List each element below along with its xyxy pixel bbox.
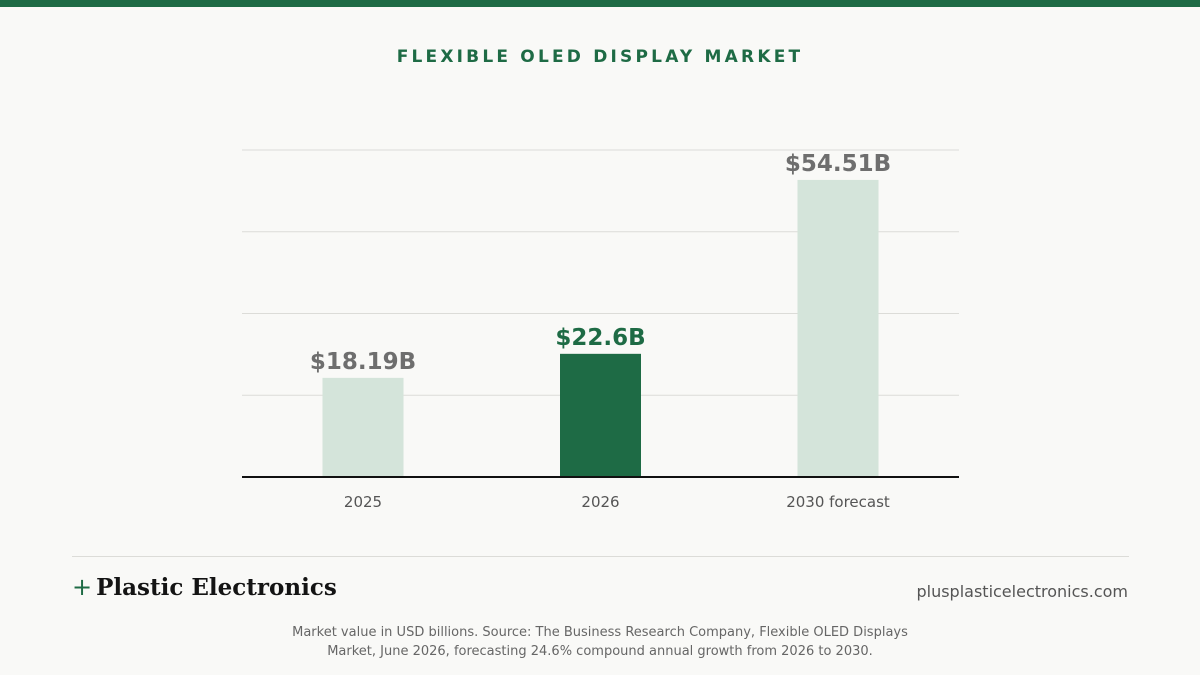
value-labels: $18.19B $22.6B $54.51B: [310, 151, 891, 375]
value-label: $54.51B: [785, 151, 891, 177]
bar-chart: $18.19B $22.6B $54.51B 2025 2026 2030 foreca…: [242, 149, 959, 511]
bar-2025: [322, 377, 404, 477]
footer-divider: [72, 556, 1129, 557]
brand-url: plusplasticelectronics.com: [916, 582, 1128, 601]
bars: [322, 179, 879, 477]
x-tick-labels: 2025 2026 2030 forecast: [344, 493, 890, 511]
chart-title: FLEXIBLE OLED DISPLAY MARKET: [396, 47, 804, 67]
brand-logo: + Plastic Electronics: [72, 573, 337, 601]
value-label: $18.19B: [310, 349, 416, 375]
brand-name: Plastic Electronics: [96, 573, 337, 601]
source-note: Market value in USD billions. Source: Th…: [292, 625, 908, 659]
bar-2030-forecast: [797, 179, 879, 477]
bar-2026: [560, 353, 641, 477]
top-accent-bar: [0, 0, 1200, 7]
x-tick-label: 2026: [581, 493, 619, 511]
brand-plus-icon: +: [72, 573, 93, 601]
x-tick-label: 2025: [344, 493, 382, 511]
x-tick-label: 2030 forecast: [786, 493, 890, 511]
value-label: $22.6B: [555, 325, 645, 351]
